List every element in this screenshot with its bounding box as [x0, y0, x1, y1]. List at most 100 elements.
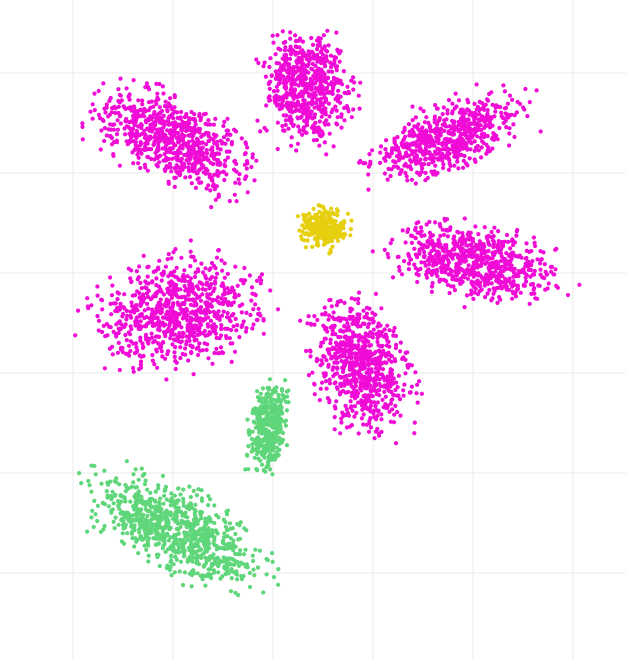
- data-point-petal-right: [488, 262, 493, 267]
- data-point-petal-upper-left: [101, 118, 106, 123]
- data-point-petal-right: [504, 279, 509, 284]
- data-point-petal-upper-left: [204, 157, 210, 162]
- data-point-petal-upper-left: [118, 121, 123, 126]
- data-point-petal-lower: [355, 391, 361, 396]
- data-point-petal-upper-right: [473, 159, 478, 164]
- data-point-petal-upper-left: [222, 119, 227, 124]
- data-point-petal-right: [425, 239, 430, 244]
- data-point-petal-right: [406, 254, 412, 259]
- data-point-petal-left: [114, 322, 119, 327]
- data-point-petal-right: [491, 286, 496, 291]
- data-point-stem: [284, 443, 290, 448]
- data-point-petal-left: [160, 354, 165, 359]
- data-point-petal-upper-right: [479, 115, 484, 120]
- data-point-petal-left: [185, 328, 190, 333]
- data-point-petal-left: [225, 311, 230, 316]
- data-point-petal-upper-right: [459, 139, 464, 144]
- data-point-petal-left: [147, 316, 152, 321]
- data-point-petal-top: [308, 56, 313, 62]
- data-point-petal-lower: [368, 369, 373, 374]
- data-point-petal-top: [283, 85, 289, 90]
- data-point-petal-left: [173, 345, 178, 350]
- data-point-petal-lower: [348, 309, 353, 314]
- data-point-stem: [274, 385, 279, 390]
- data-point-petal-lower: [347, 373, 352, 378]
- data-point-petal-upper-right: [392, 140, 397, 145]
- data-point-petal-left: [200, 292, 205, 297]
- data-point-petal-lower: [402, 382, 407, 387]
- data-point-petal-lower: [377, 433, 382, 438]
- data-point-petal-lower: [373, 349, 378, 354]
- data-point-petal-top: [305, 101, 310, 107]
- data-point-petal-lower: [396, 373, 401, 378]
- data-point-petal-upper-left: [209, 205, 214, 210]
- data-point-petal-right: [509, 296, 515, 301]
- data-point-petal-right: [526, 259, 531, 264]
- data-point-petal-left: [168, 270, 173, 275]
- data-point-petal-upper-right: [395, 145, 401, 150]
- data-point-petal-left: [85, 304, 90, 309]
- data-point-petal-top: [284, 103, 289, 108]
- data-point-petal-top: [321, 33, 326, 38]
- data-point-petal-upper-left: [188, 157, 193, 162]
- data-point-petal-left: [136, 275, 141, 280]
- data-point-petal-lower: [332, 427, 337, 432]
- data-point-petal-upper-left: [188, 144, 193, 150]
- data-point-petal-upper-right: [460, 143, 465, 148]
- data-point-petal-left: [249, 285, 255, 290]
- data-point-petal-upper-right: [423, 178, 428, 183]
- data-point-petal-right: [430, 281, 435, 286]
- data-point-petal-right: [489, 281, 494, 286]
- data-point-petal-left: [137, 290, 142, 296]
- data-point-petal-upper-left: [173, 125, 178, 130]
- data-point-petal-top: [280, 29, 285, 34]
- data-point-petal-upper-left: [157, 118, 162, 123]
- data-point-petal-lower: [322, 336, 327, 341]
- data-point-petal-right: [419, 225, 424, 230]
- data-point-petal-lower: [368, 425, 373, 430]
- data-point-petal-lower: [370, 316, 375, 321]
- data-point-petal-top: [319, 77, 324, 82]
- data-point-petal-upper-right: [399, 168, 404, 173]
- data-point-petal-upper-left: [115, 127, 120, 132]
- data-point-petal-left: [207, 310, 212, 315]
- data-point-petal-top: [315, 47, 320, 52]
- data-point-petal-upper-right: [446, 148, 451, 153]
- data-point-petal-left: [205, 292, 210, 297]
- data-point-petal-right: [493, 264, 498, 269]
- data-point-petal-upper-left: [191, 169, 196, 174]
- data-point-petal-right: [494, 259, 499, 264]
- data-point-petal-upper-left: [118, 76, 123, 81]
- data-point-petal-right: [481, 242, 486, 247]
- data-point-petal-lower: [392, 325, 397, 331]
- data-point-petal-lower: [400, 356, 405, 361]
- data-point-petal-left: [155, 365, 160, 370]
- data-point-petal-left: [243, 329, 249, 334]
- data-point-center: [348, 233, 353, 238]
- data-point-petal-top: [280, 98, 286, 103]
- data-point-petal-left: [169, 290, 174, 295]
- data-point-petal-upper-right: [446, 167, 452, 172]
- data-point-petal-left: [150, 319, 155, 324]
- data-point-petal-left: [95, 284, 100, 289]
- data-point-petal-upper-right: [407, 129, 412, 134]
- data-point-petal-top: [300, 132, 305, 137]
- data-point-petal-left: [194, 302, 199, 307]
- data-point-petal-right: [413, 236, 418, 241]
- data-point-center: [328, 211, 333, 216]
- data-point-petal-right: [510, 250, 516, 255]
- data-point-petal-right: [524, 279, 529, 284]
- data-point-petal-upper-left: [225, 116, 230, 121]
- data-point-petal-upper-right: [460, 132, 465, 137]
- data-point-petal-top: [341, 69, 346, 74]
- data-point-petal-left: [215, 271, 220, 276]
- data-point-petal-top: [323, 64, 328, 69]
- data-point-petal-upper-right: [482, 134, 487, 139]
- data-point-petal-upper-left: [136, 98, 141, 103]
- data-point-petal-upper-right: [507, 126, 512, 131]
- data-point-petal-left: [150, 280, 155, 285]
- data-point-petal-lower: [342, 341, 347, 346]
- data-point-petal-upper-right: [397, 150, 402, 155]
- data-point-petal-top: [289, 47, 294, 52]
- data-point-petal-top: [304, 82, 309, 87]
